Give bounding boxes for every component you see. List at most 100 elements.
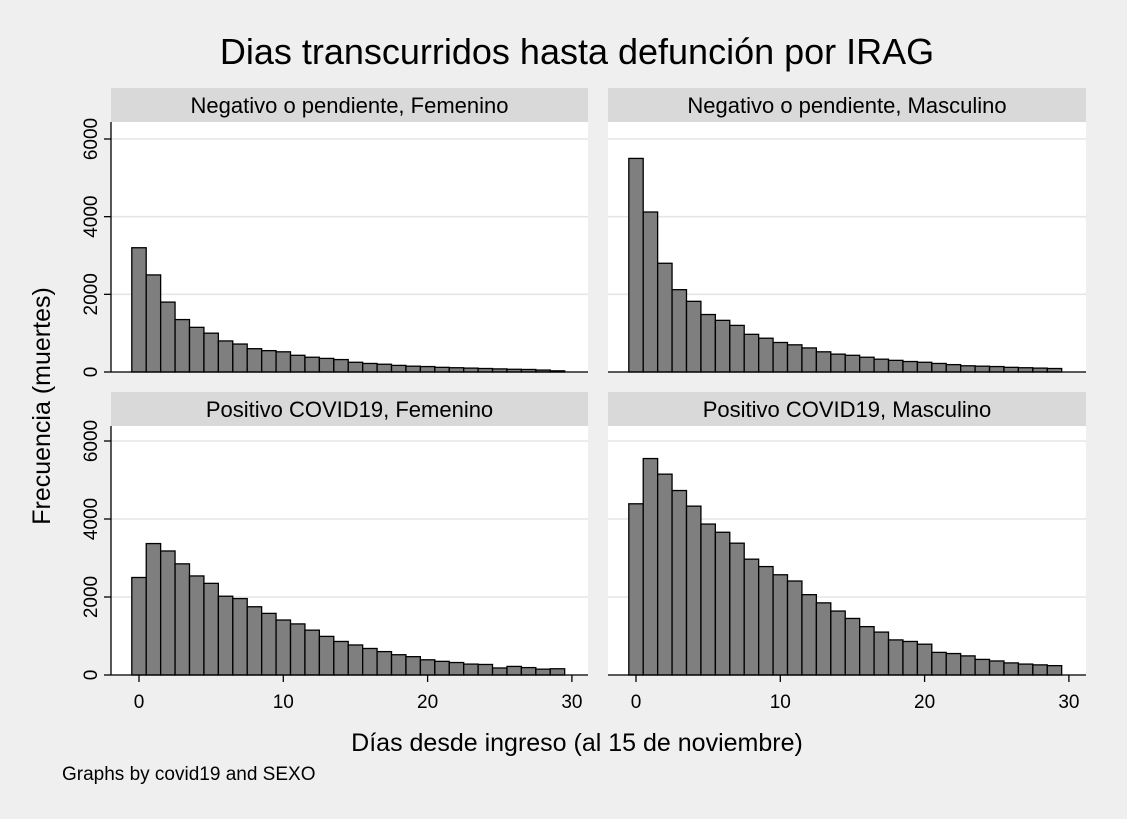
x-tick-label: 0 [631,692,642,713]
bar [815,351,832,373]
bar [217,595,234,676]
bar [743,558,760,676]
chart-title: Dias transcurridos hasta defunción por I… [220,31,934,72]
bar [289,623,306,676]
bar [188,326,205,373]
panel-label: Positivo COVID19, Masculino [703,397,992,422]
bar [434,366,450,373]
bar [671,489,688,676]
bar [931,651,947,676]
bar [873,358,890,373]
bar [390,364,407,373]
bar [304,629,321,676]
bar [333,640,349,676]
bar [535,668,551,676]
panel-label: Positivo COVID19, Femenino [206,397,493,422]
bar [685,505,702,676]
bar [628,157,644,373]
bar [1017,663,1034,676]
bar [960,365,976,373]
bar [232,343,248,373]
bar [275,351,292,373]
y-tick-label: 4000 [81,498,102,540]
bar [887,359,904,373]
bar [463,663,479,676]
bar [887,639,904,676]
bar [960,655,976,676]
bar [916,361,933,373]
bar [642,211,659,373]
bar [916,643,933,676]
bar [203,332,219,373]
bar [188,575,205,676]
x-tick-label: 20 [417,692,438,713]
bar [448,661,465,676]
bar [801,594,818,676]
bar [988,660,1005,676]
x-tick-label: 0 [134,692,145,713]
bar [1003,662,1020,676]
bar [217,340,234,373]
bar [549,668,566,676]
bar [362,362,378,373]
bar [974,658,991,676]
bar [405,656,422,676]
bar [729,324,745,373]
bar [714,531,731,676]
bar [931,362,947,373]
x-tick-label: 10 [770,692,791,713]
bar [801,347,818,373]
bar [405,365,422,373]
bar [714,319,731,373]
bar [1003,366,1020,373]
bar [477,663,494,676]
bar [700,313,717,373]
bar [419,365,436,373]
x-axis-title: Días desde ingreso (al 15 de noviembre) [351,729,803,757]
bar [772,574,789,676]
bar [347,644,364,676]
x-tick-label: 30 [561,692,582,713]
bar [1046,664,1063,676]
panel-label: Negativo o pendiente, Masculino [687,93,1006,118]
x-tick-label: 10 [273,692,294,713]
bar [873,631,890,676]
bar [318,357,335,373]
bar [786,580,803,676]
bar [506,665,523,676]
bar [145,542,162,676]
bar [232,597,248,676]
y-tick-label: 6000 [81,420,102,462]
bar [815,602,832,676]
bar [671,289,688,373]
bar [289,354,306,373]
bar [520,666,537,676]
bar [743,333,760,373]
bar [261,612,277,676]
bar [830,610,846,676]
bar [419,659,436,676]
bar [362,647,378,676]
bar [376,363,393,373]
bar [376,650,393,676]
bar [174,318,191,373]
bar [174,563,191,676]
x-tick-label: 30 [1058,692,1079,713]
bar [261,349,277,373]
bar [988,365,1005,373]
bar [758,337,774,373]
bar [275,619,292,676]
bar [786,344,803,373]
bar [160,550,176,676]
bar [390,654,407,676]
bar [902,640,919,676]
bar [1032,664,1048,676]
panel-strip [608,392,1086,426]
panel-3: Positivo COVID19, Femenino 0 2000 4000 6000 0… [81,392,588,713]
bar [902,360,919,373]
bar [318,635,335,676]
bar [772,341,789,373]
y-tick-label: 2000 [81,273,102,315]
bar [974,365,991,373]
